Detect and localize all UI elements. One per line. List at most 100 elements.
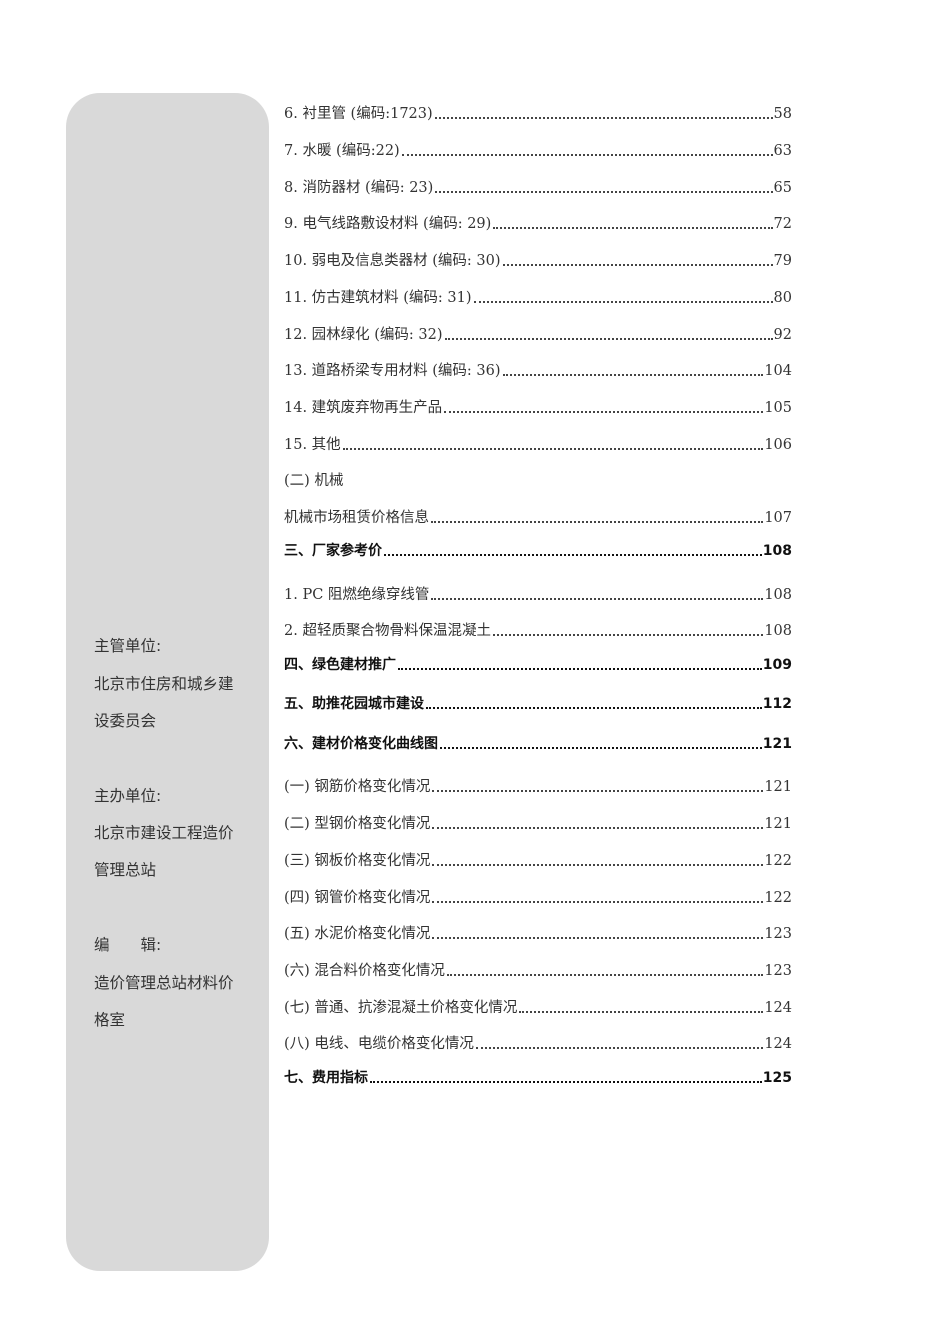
toc-entry-page: 58 bbox=[773, 106, 792, 122]
toc-entry-page: 121 bbox=[764, 816, 792, 832]
toc-entry-page: 123 bbox=[764, 926, 792, 942]
toc-entry[interactable]: (二) 机械 bbox=[284, 471, 792, 491]
toc-entry[interactable]: 机械市场租赁价格信息 107 bbox=[284, 508, 792, 528]
toc-entry-title: (五) 水泥价格变化情况 bbox=[284, 926, 431, 942]
dot-leader bbox=[342, 448, 764, 450]
host-name-cont: 管理总站 bbox=[94, 861, 157, 879]
editor-label: 编 辑: bbox=[94, 936, 162, 954]
toc-section-entry[interactable]: 五、助推花园城市建设 112 bbox=[284, 694, 792, 714]
toc-entry-page: 121 bbox=[762, 736, 792, 752]
toc-entry-page: 122 bbox=[764, 853, 792, 869]
toc-section-entry[interactable]: 六、建材价格变化曲线图 121 bbox=[284, 734, 792, 754]
toc-entry-title: 三、厂家参考价 bbox=[284, 543, 382, 559]
dot-leader bbox=[492, 634, 764, 636]
toc-entry-title: 14. 建筑废弃物再生产品 bbox=[284, 400, 443, 416]
toc-entry-page: 124 bbox=[764, 1000, 792, 1016]
editor-name: 造价管理总站材料价 bbox=[94, 974, 234, 992]
dot-leader bbox=[370, 1081, 762, 1083]
toc-entry[interactable]: 12. 园林绿化 (编码: 32) 92 bbox=[284, 325, 792, 345]
supervisor-label: 主管单位: bbox=[94, 637, 162, 655]
toc-entry-title: 8. 消防器材 (编码: 23) bbox=[284, 180, 434, 196]
toc-entry[interactable]: 7. 水暖 (编码:22) 63 bbox=[284, 141, 792, 161]
toc-entry-page: 63 bbox=[773, 143, 792, 159]
toc-entry-page: 112 bbox=[762, 696, 792, 712]
toc-section-entry[interactable]: 三、厂家参考价 108 bbox=[284, 541, 792, 561]
dot-leader bbox=[519, 1011, 764, 1013]
host-name: 北京市建设工程造价 bbox=[94, 824, 234, 842]
toc-entry-title: (二) 型钢价格变化情况 bbox=[284, 816, 431, 832]
toc-entry-page: 108 bbox=[764, 623, 792, 639]
toc-entry[interactable]: (六) 混合料价格变化情况 123 bbox=[284, 961, 792, 981]
toc-entry-title: 11. 仿古建筑材料 (编码: 31) bbox=[284, 290, 472, 306]
supervisor-name-cont: 设委员会 bbox=[94, 712, 157, 730]
dot-leader bbox=[432, 901, 764, 903]
toc-entry-title: 四、绿色建材推广 bbox=[284, 657, 396, 673]
toc-entry-title: (四) 钢管价格变化情况 bbox=[284, 890, 431, 906]
toc-entry[interactable]: (四) 钢管价格变化情况 122 bbox=[284, 888, 792, 908]
sidebar-panel bbox=[66, 93, 269, 1271]
toc-entry[interactable]: 1. PC 阻燃绝缘穿线管 108 bbox=[284, 585, 792, 605]
toc-entry-title: (六) 混合料价格变化情况 bbox=[284, 963, 445, 979]
dot-leader bbox=[432, 864, 764, 866]
toc-entry[interactable]: (二) 型钢价格变化情况 121 bbox=[284, 814, 792, 834]
toc-entry-page: 121 bbox=[764, 779, 792, 795]
toc-entry-page: 79 bbox=[773, 253, 792, 269]
toc-entry-title: (二) 机械 bbox=[284, 473, 344, 489]
toc-entry-page: 65 bbox=[773, 180, 792, 196]
dot-leader bbox=[426, 707, 762, 709]
toc-section-entry[interactable]: 四、绿色建材推广 109 bbox=[284, 655, 792, 675]
toc-entry[interactable]: (八) 电线、电缆价格变化情况 124 bbox=[284, 1034, 792, 1054]
toc-entry-title: (八) 电线、电缆价格变化情况 bbox=[284, 1036, 474, 1052]
dot-leader bbox=[398, 668, 762, 670]
editor-name-cont: 格室 bbox=[94, 1011, 126, 1029]
toc-entry[interactable]: 15. 其他 106 bbox=[284, 435, 792, 455]
toc-section-entry[interactable]: 七、费用指标 125 bbox=[284, 1068, 792, 1088]
toc-entry-page: 92 bbox=[773, 327, 792, 343]
toc-entry-title: (七) 普通、抗渗混凝土价格变化情况 bbox=[284, 1000, 518, 1016]
toc-entry-page: 124 bbox=[764, 1036, 792, 1052]
toc-entry-page: 108 bbox=[764, 587, 792, 603]
toc-entry-page: 125 bbox=[762, 1070, 792, 1086]
dot-leader bbox=[432, 827, 764, 829]
toc-entry-title: 六、建材价格变化曲线图 bbox=[284, 736, 438, 752]
dot-leader bbox=[384, 554, 762, 556]
toc-entry-title: (三) 钢板价格变化情况 bbox=[284, 853, 431, 869]
dot-leader bbox=[432, 937, 764, 939]
toc-entry[interactable]: 10. 弱电及信息类器材 (编码: 30) 79 bbox=[284, 251, 792, 271]
dot-leader bbox=[502, 374, 764, 376]
toc-entry[interactable]: 13. 道路桥梁专用材料 (编码: 36) 104 bbox=[284, 361, 792, 381]
toc-entry-title: 五、助推花园城市建设 bbox=[284, 696, 424, 712]
toc-entry-title: 15. 其他 bbox=[284, 437, 341, 453]
toc-entry[interactable]: 2. 超轻质聚合物骨料保温混凝土 108 bbox=[284, 621, 792, 641]
dot-leader bbox=[473, 301, 773, 303]
toc-entry[interactable]: (五) 水泥价格变化情况 123 bbox=[284, 924, 792, 944]
toc-entry-title: 9. 电气线路敷设材料 (编码: 29) bbox=[284, 216, 492, 232]
toc-entry[interactable]: (三) 钢板价格变化情况 122 bbox=[284, 851, 792, 871]
dot-leader bbox=[435, 191, 773, 193]
dot-leader bbox=[444, 338, 773, 340]
dot-leader bbox=[502, 264, 773, 266]
toc-entry-title: 12. 园林绿化 (编码: 32) bbox=[284, 327, 443, 343]
toc-entry[interactable]: 8. 消防器材 (编码: 23) 65 bbox=[284, 178, 792, 198]
toc-entry-page: 104 bbox=[764, 363, 792, 379]
dot-leader bbox=[431, 598, 764, 600]
toc-entry-page: 105 bbox=[764, 400, 792, 416]
toc-entry-title: 13. 道路桥梁专用材料 (编码: 36) bbox=[284, 363, 501, 379]
dot-leader bbox=[431, 521, 764, 523]
toc-entry[interactable]: (一) 钢筋价格变化情况 121 bbox=[284, 777, 792, 797]
toc-entry[interactable]: 6. 衬里管 (编码:1723) 58 bbox=[284, 104, 792, 124]
toc-entry-title: 1. PC 阻燃绝缘穿线管 bbox=[284, 587, 430, 603]
toc-entry[interactable]: 14. 建筑废弃物再生产品 105 bbox=[284, 398, 792, 418]
dot-leader bbox=[493, 227, 773, 229]
toc-entry[interactable]: 9. 电气线路敷设材料 (编码: 29) 72 bbox=[284, 214, 792, 234]
dot-leader bbox=[434, 117, 773, 119]
toc-entry-title: (一) 钢筋价格变化情况 bbox=[284, 779, 431, 795]
toc-entry[interactable]: 11. 仿古建筑材料 (编码: 31) 80 bbox=[284, 288, 792, 308]
dot-leader bbox=[446, 974, 764, 976]
toc-entry-page: 80 bbox=[773, 290, 792, 306]
dot-leader bbox=[440, 747, 762, 749]
dot-leader bbox=[401, 154, 773, 156]
dot-leader bbox=[475, 1047, 764, 1049]
toc-entry[interactable]: (七) 普通、抗渗混凝土价格变化情况 124 bbox=[284, 998, 792, 1018]
toc-entry-page: 107 bbox=[764, 510, 792, 526]
